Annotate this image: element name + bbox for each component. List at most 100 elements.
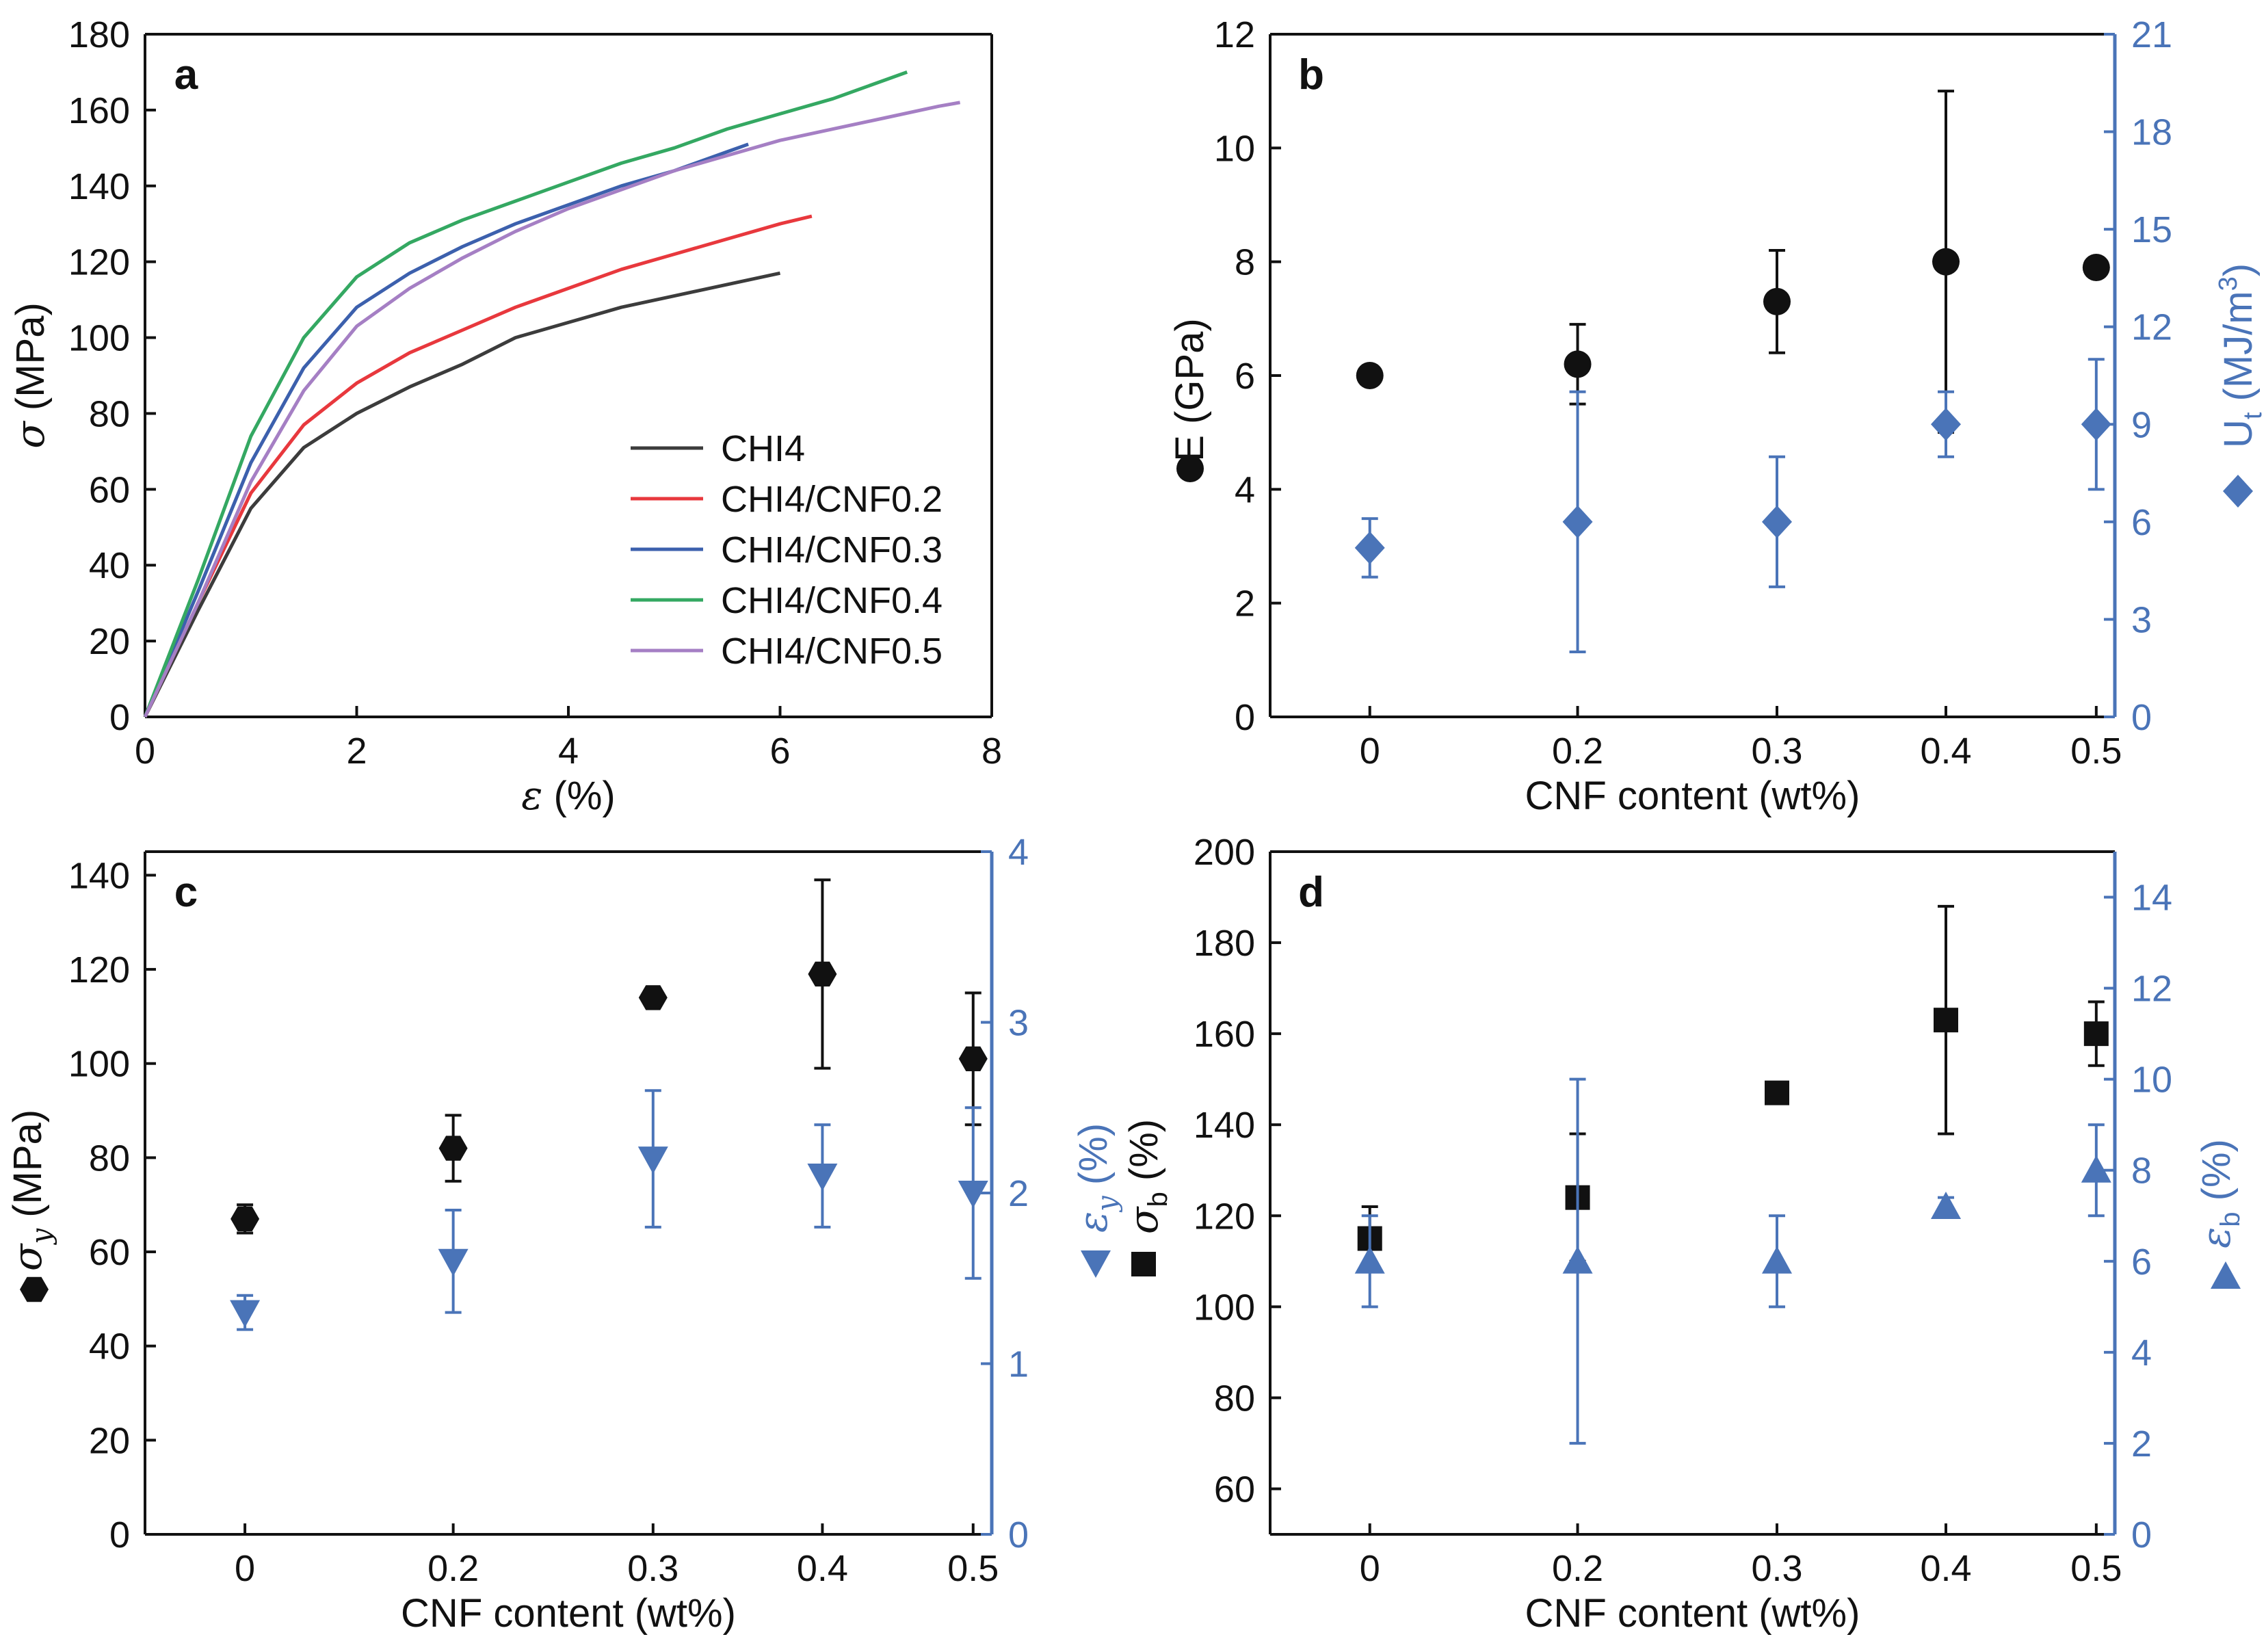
legend: CHI4 CHI4/CNF0.2 CHI4/CNF0.3 CHI4/CNF0.4 CHI… <box>631 428 943 672</box>
x-tick-label: 0.5 <box>947 1548 999 1589</box>
y-tick-label: 2 <box>1235 584 1255 625</box>
y2-axis-unit: (%) <box>1122 1119 1166 1192</box>
data-point <box>2082 253 2110 281</box>
x-tick-label: 0 <box>135 731 155 772</box>
y-tick-label: 20 <box>89 621 130 662</box>
y-axis-label: σy (MPa) <box>4 1110 57 1271</box>
y-axis-symbol: σ <box>7 421 53 449</box>
legend-entry: CHI4/CNF0.2 <box>721 479 943 520</box>
data-point <box>1762 1246 1792 1274</box>
y2-axis-sub: y <box>1092 1195 1123 1213</box>
y2-axis-sup: 3 <box>2214 276 2243 291</box>
panel-label: a <box>174 51 198 99</box>
x-tick-label: 0.2 <box>427 1548 479 1589</box>
x-axis-symbol: ε <box>521 772 542 819</box>
y2-tick-label: 15 <box>2131 209 2172 250</box>
x-tick-label: 6 <box>769 731 790 772</box>
y-tick-label: 4 <box>1235 469 1255 510</box>
panel-b: 0 2 4 6 8 10 12 0 3 6 9 12 15 18 21 0 0.2 0.3 0.4 0.5 b CNF c… <box>1214 14 2172 818</box>
y2-axis-label: εy (%) <box>1070 1123 1123 1233</box>
y-tick-label: 60 <box>89 469 130 510</box>
y-tick-label: 100 <box>1194 1287 1255 1328</box>
data-point <box>1763 287 1791 315</box>
y-tick-label: 60 <box>1214 1469 1255 1510</box>
y-tick-label: 140 <box>68 166 130 207</box>
x-tick-label: 0.4 <box>1920 1548 1971 1589</box>
y2-tick-label: 18 <box>2131 112 2172 153</box>
x-axis-label: CNF content (wt%) <box>1525 774 1860 818</box>
x-tick-label: 0.5 <box>2070 731 2122 772</box>
y2-tick-label: 6 <box>2131 502 2152 543</box>
y-tick-label: 100 <box>68 318 130 359</box>
data-point <box>438 1248 469 1276</box>
y2-axis-label: Ut (MJ/m3) <box>2214 263 2266 448</box>
x-tick-label: 0.3 <box>1751 1548 1802 1589</box>
data-point <box>1354 531 1385 564</box>
x-tick-label: 2 <box>346 731 367 772</box>
data-point <box>2083 1021 2109 1047</box>
y-axis-label: E (GPa) <box>1168 318 1212 462</box>
x-tick-label: 0 <box>235 1548 255 1589</box>
y-tick-label: 20 <box>89 1420 130 1461</box>
y-tick-label: 120 <box>1194 1196 1255 1237</box>
y2-tick-label: 6 <box>2131 1242 2152 1283</box>
y-axis-label: σb (%) <box>1120 1119 1173 1234</box>
x-tick-label: 0.3 <box>1751 731 1802 772</box>
y2-axis-close: ) <box>2216 263 2261 276</box>
data-point <box>1762 505 1792 538</box>
y-tick-label: 40 <box>89 1326 130 1367</box>
y-tick-label: 140 <box>68 855 130 896</box>
y-tick-label: 160 <box>1194 1014 1255 1055</box>
data-point <box>1932 248 1960 276</box>
y2-tick-label: 21 <box>2131 14 2172 55</box>
x-tick-label: 8 <box>982 731 1002 772</box>
series-line-CHI4-CNF0.2 <box>143 214 813 718</box>
y2-axis-sub: b <box>2215 1211 2245 1227</box>
y-tick-label: 160 <box>68 90 130 131</box>
series-line-CHI4-CNF0.4 <box>143 70 908 718</box>
y2-tick-label: 0 <box>2131 1515 2152 1556</box>
y2-axis-unit: (%) <box>1071 1123 1116 1196</box>
data-point <box>1934 1008 1958 1033</box>
data-point <box>958 1046 988 1071</box>
series-εb <box>1354 1077 2111 1445</box>
y2-tick-label: 12 <box>2131 307 2172 348</box>
y2-tick-label: 2 <box>1008 1173 1029 1214</box>
x-tick-label: 0.4 <box>1920 731 1971 772</box>
x-axis-unit: (%) <box>542 774 615 818</box>
legend-entry: CHI4/CNF0.3 <box>721 529 943 571</box>
data-point <box>1564 350 1592 378</box>
data-point <box>2081 1155 2111 1183</box>
data-point <box>438 1136 468 1161</box>
panel-label: d <box>1298 869 1324 916</box>
y2-tick-label: 9 <box>2131 404 2152 445</box>
y-tick-label: 0 <box>109 697 130 738</box>
y2-axis-unit: (%) <box>2194 1139 2239 1211</box>
y-axis-sub: b <box>1143 1192 1173 1207</box>
series-σb <box>1357 904 2109 1272</box>
y2-axis-symbol: ε <box>2193 1227 2239 1248</box>
y-tick-label: 140 <box>1194 1105 1255 1146</box>
y2-axis-main: U <box>2216 419 2261 448</box>
x-tick-label: 0.5 <box>2070 1548 2122 1589</box>
y2-axis-label: εb (%) <box>2193 1139 2245 1248</box>
y-tick-label: 60 <box>89 1232 130 1273</box>
data-point <box>1356 362 1384 389</box>
panel-label: b <box>1298 51 1324 99</box>
data-point <box>1931 408 1961 441</box>
data-point <box>807 1164 838 1192</box>
x-tick-label: 0.3 <box>627 1548 679 1589</box>
y2-tick-label: 14 <box>2131 878 2172 919</box>
legend-marker-E <box>1176 455 1204 482</box>
data-point <box>2081 408 2111 441</box>
series-line-CHI4 <box>143 271 781 718</box>
y-tick-label: 80 <box>89 393 130 434</box>
x-tick-label: 0.2 <box>1552 1548 1603 1589</box>
data-point <box>958 1181 988 1208</box>
y2-axis-sub: t <box>2239 412 2266 419</box>
y2-tick-label: 3 <box>1008 1003 1029 1044</box>
y2-tick-label: 0 <box>1008 1515 1029 1556</box>
y2-tick-label: 0 <box>2131 697 2152 738</box>
